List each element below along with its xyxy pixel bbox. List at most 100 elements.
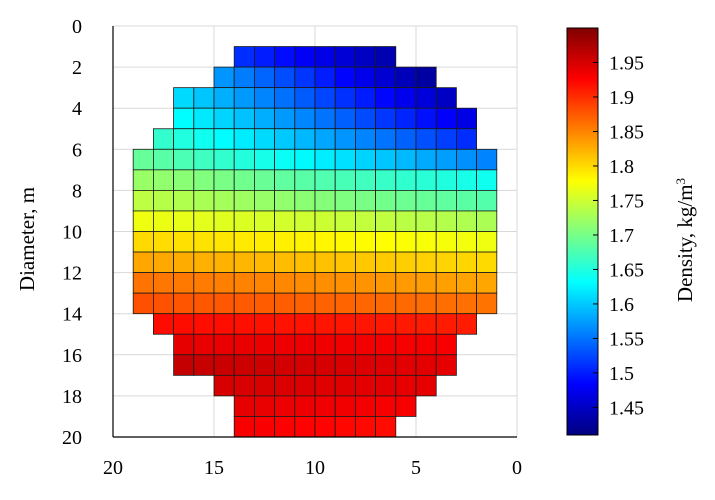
heatmap-cell <box>173 272 195 294</box>
heatmap-cell <box>233 169 255 191</box>
heatmap-cell <box>476 251 498 274</box>
heatmap-cell <box>334 313 356 335</box>
heatmap-cell <box>314 231 336 253</box>
heatmap-cell <box>233 66 255 89</box>
x-tick-label: 20 <box>103 457 123 479</box>
heatmap-cell <box>435 107 457 130</box>
heatmap-cell <box>476 148 498 171</box>
heatmap-cell <box>334 374 356 397</box>
heatmap-cell <box>253 416 275 438</box>
heatmap-cell <box>274 354 296 376</box>
heatmap-cell <box>294 107 316 130</box>
heatmap-cell <box>274 313 296 335</box>
heatmap-cell <box>354 189 376 212</box>
heatmap-cell <box>375 148 397 171</box>
heatmap-cell <box>233 272 255 294</box>
heatmap-cell <box>253 354 275 376</box>
heatmap-cell <box>253 313 275 335</box>
heatmap-cell <box>233 395 255 417</box>
y-tick-label: 12 <box>62 263 82 285</box>
heatmap-cell <box>395 231 417 253</box>
x-tick-label: 5 <box>411 457 421 479</box>
heatmap-cell <box>314 292 336 315</box>
heatmap-cell <box>152 169 174 191</box>
heatmap-cell <box>294 210 316 232</box>
heatmap-cell <box>253 374 275 397</box>
heatmap-cell <box>354 416 376 438</box>
heatmap-cell <box>233 189 255 212</box>
heatmap-cell <box>375 313 397 335</box>
heatmap-cell <box>435 210 457 232</box>
heatmap-cell <box>415 313 437 335</box>
heatmap-cell <box>375 169 397 191</box>
heatmap-cell <box>173 148 195 171</box>
heatmap-cell <box>334 128 356 150</box>
heatmap-cell <box>193 107 215 130</box>
heatmap-cell <box>233 128 255 150</box>
heatmap-cell <box>314 107 336 130</box>
heatmap-cell <box>455 210 477 232</box>
heatmap-cell <box>193 354 215 376</box>
heatmap-cell <box>476 272 498 294</box>
heatmap-cell <box>334 210 356 232</box>
heatmap-cell <box>455 107 477 130</box>
heatmap-cell <box>193 210 215 232</box>
heatmap-cell <box>375 374 397 397</box>
colorbar-tick-label: 1.85 <box>609 121 644 143</box>
heatmap-cell <box>274 231 296 253</box>
heatmap-cell <box>334 66 356 89</box>
heatmap-cell <box>395 272 417 294</box>
heatmap-cell <box>213 272 235 294</box>
heatmap-cell <box>435 251 457 274</box>
heatmap-cell <box>375 416 397 438</box>
heatmap-cell <box>233 46 255 68</box>
x-axis-tick-labels: 20 15 10 5 0 <box>103 457 522 479</box>
plot-axes <box>112 26 517 438</box>
heatmap-cell <box>274 416 296 438</box>
heatmap-cell <box>233 148 255 171</box>
heatmap-cell <box>435 354 457 376</box>
heatmap-cell <box>173 354 195 376</box>
heatmap-cell <box>294 148 316 171</box>
heatmap-cell <box>152 251 174 274</box>
heatmap-cell <box>415 272 437 294</box>
heatmap-cell <box>132 251 154 274</box>
heatmap-cell <box>375 189 397 212</box>
heatmap-cell <box>253 148 275 171</box>
heatmap-cell <box>415 251 437 274</box>
heatmap-cell <box>415 292 437 315</box>
heatmap-cell <box>354 107 376 130</box>
heatmap-cell <box>395 354 417 376</box>
heatmap-cell <box>314 169 336 191</box>
heatmap-cell <box>213 169 235 191</box>
heatmap-cell <box>395 128 417 150</box>
heatmap-cell <box>132 148 154 171</box>
heatmap-cell <box>193 292 215 315</box>
heatmap-cell <box>233 107 255 130</box>
heatmap-cell <box>455 169 477 191</box>
heatmap-cell <box>213 231 235 253</box>
heatmap-cell <box>354 354 376 376</box>
heatmap-cell <box>233 251 255 274</box>
heatmap-cell <box>395 251 417 274</box>
heatmap-cell <box>233 416 255 438</box>
heatmap-cell <box>354 333 376 356</box>
heatmap-cell <box>274 169 296 191</box>
colorbar-tick-label: 1.9 <box>609 87 634 109</box>
heatmap-cell <box>395 374 417 397</box>
heatmap-cell <box>375 66 397 89</box>
heatmap-cell <box>375 107 397 130</box>
y-axis-tick-labels: 0 2 4 6 8 10 12 14 16 18 20 <box>62 16 82 449</box>
heatmap-cell <box>132 292 154 315</box>
heatmap-cell <box>253 210 275 232</box>
heatmap-cell <box>395 292 417 315</box>
heatmap-cell <box>354 292 376 315</box>
heatmap-cell <box>213 189 235 212</box>
heatmap-cell <box>435 169 457 191</box>
heatmap-cell <box>294 46 316 68</box>
heatmap-cell <box>314 128 336 150</box>
heatmap-cell <box>415 128 437 150</box>
heatmap-cell <box>193 169 215 191</box>
heatmap-cell <box>395 148 417 171</box>
y-tick-label: 14 <box>62 304 82 326</box>
